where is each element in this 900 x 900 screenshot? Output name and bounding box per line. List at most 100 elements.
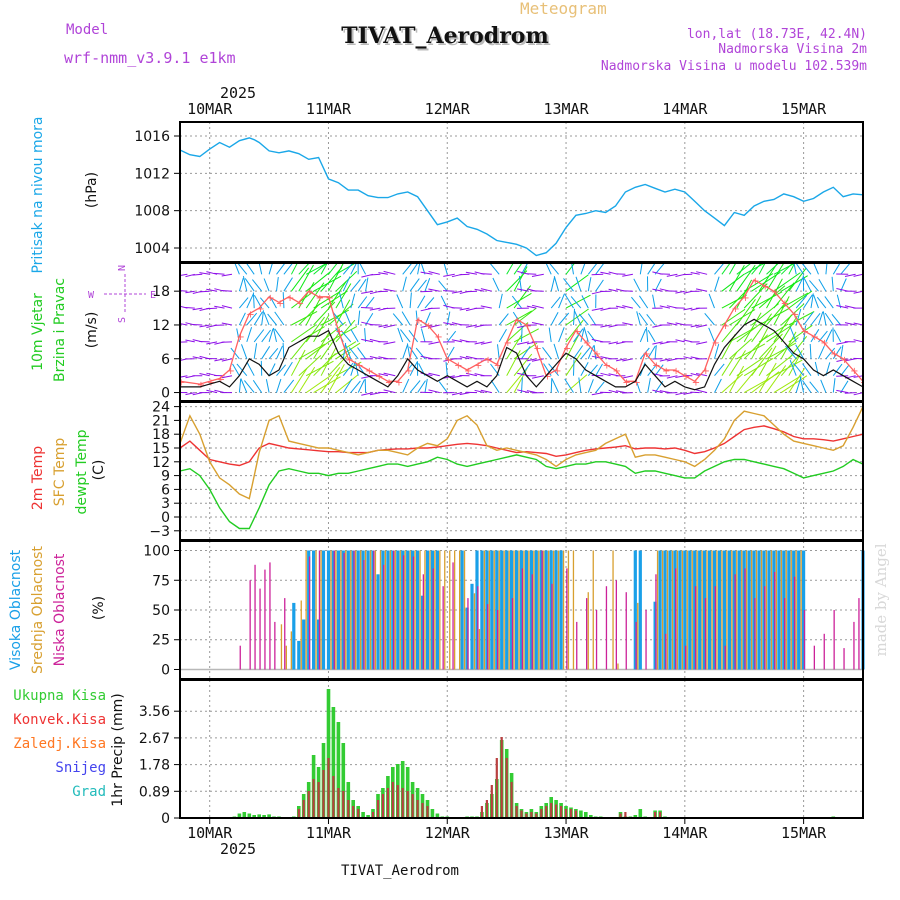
wind-arrow: [758, 263, 766, 275]
wind-arrow: [563, 278, 574, 292]
wind-arrow: [591, 355, 604, 360]
mid-cloud-bar: [399, 550, 401, 670]
wind-gust-marker: +: [177, 377, 185, 388]
wind-arrow: [587, 263, 598, 275]
wind-arrow: [803, 311, 814, 326]
wind-gust-marker: +: [523, 321, 531, 332]
conv-precip-bar: [550, 803, 553, 818]
precip-frame: [179, 679, 864, 819]
wind-arrow: [810, 293, 814, 309]
wind-arrow: [424, 312, 431, 326]
low-cloud-bar: [393, 550, 395, 670]
wind-arrow: [635, 379, 641, 393]
wind-arrow: [350, 380, 361, 393]
high-cloud-bar: [346, 550, 350, 670]
wind-arrow: [335, 299, 351, 326]
conv-precip-bar: [525, 813, 528, 818]
high-cloud-bar: [638, 550, 642, 670]
high-cloud-bar: [712, 550, 717, 670]
wind-arrow: [206, 341, 218, 345]
mid-cloud-bar: [741, 550, 743, 670]
cloud-ytick-label: 75: [152, 573, 170, 589]
precip-axis-label: 1hr Precip (mm): [110, 693, 126, 806]
wind-arrow: [513, 328, 539, 343]
conv-precip-bar: [535, 813, 538, 818]
wind-gust-marker: +: [761, 282, 769, 293]
wind-ytick-label: 18: [152, 284, 170, 300]
wind-arrow: [836, 341, 849, 345]
high-cloud-bar: [420, 595, 425, 670]
wind-arrow: [350, 293, 356, 309]
mid-cloud-bar: [315, 550, 317, 670]
wind-arrow: [683, 392, 693, 395]
wind-arrow: [283, 277, 293, 292]
wind-arrow: [565, 274, 589, 292]
wind-arrow: [840, 380, 849, 393]
wind-arrow: [237, 263, 248, 275]
wind-arrow: [328, 303, 354, 326]
wind-arrow: [654, 278, 662, 292]
low-cloud-bar: [853, 621, 855, 670]
wind-arrow: [512, 311, 522, 326]
wind-arrow: [551, 378, 560, 393]
low-cloud-bar: [432, 568, 434, 670]
wind-arrow: [185, 392, 195, 396]
temperature-ytick-label: 9: [161, 469, 170, 485]
wind-gust-marker: +: [197, 380, 205, 391]
wind-arrow: [506, 263, 514, 275]
high-cloud-bar: [787, 550, 791, 670]
wind-arrow: [571, 263, 574, 275]
conv-precip-bar: [302, 800, 305, 818]
mid-cloud-bar: [751, 550, 753, 670]
low-cloud-bar: [373, 550, 375, 670]
mid-cloud-bar: [548, 550, 550, 670]
wind-arrow: [844, 322, 856, 326]
footer-title: TIVAT_Aerodrom: [341, 863, 459, 879]
wind-arrow: [788, 324, 813, 343]
wind-arrow: [751, 347, 773, 376]
wind-arrow: [809, 381, 819, 393]
wind-gust-marker: +: [415, 315, 423, 326]
meteogram-label: Meteogram: [520, 0, 607, 18]
mid-cloud-bar: [731, 550, 733, 670]
wind-arrow: [595, 363, 603, 376]
wind-arrow: [342, 263, 354, 275]
low-cloud-bar: [675, 568, 677, 670]
model-name: wrf-nmm_v3.9.1 e1km: [64, 49, 236, 67]
wind-gust-marker: +: [603, 360, 611, 371]
wind-gust-marker: +: [345, 355, 353, 366]
bottom-day-label: 14MAR: [662, 824, 708, 842]
conv-precip-bar: [317, 782, 320, 818]
wind-arrow: [714, 343, 720, 359]
wind-arrow: [587, 345, 595, 359]
wind-arrow: [400, 329, 411, 343]
low-cloud-bar: [487, 604, 489, 670]
conv-precip-bar: [327, 758, 330, 818]
high-cloud-bar: [539, 550, 543, 670]
high-cloud-bar: [762, 550, 766, 670]
wind-arrow: [348, 347, 359, 360]
wind-arrow: [531, 375, 544, 379]
wind-arrow: [652, 294, 656, 309]
high-cloud-bar: [549, 550, 553, 670]
wind-arrow: [497, 344, 500, 359]
wind-arrow: [832, 346, 842, 360]
wind-arrow: [342, 378, 353, 393]
wind-gust-marker: +: [573, 327, 581, 338]
wind-arrow: [383, 389, 396, 394]
mid-cloud-bar: [755, 550, 758, 670]
wind-arrow: [424, 278, 431, 292]
mid-cloud-bar: [726, 550, 728, 670]
mid-cloud-bar: [711, 550, 713, 670]
wind-gust-marker: +: [632, 377, 640, 388]
wind-gust-marker: +: [365, 366, 373, 377]
high-cloud-bar: [737, 550, 741, 670]
wind-arrow: [788, 290, 813, 309]
mid-cloud-bar: [572, 550, 575, 670]
mid-cloud-bar: [736, 550, 738, 670]
conv-precip-bar: [352, 806, 355, 818]
wind-arrow: [773, 296, 790, 326]
wind-arrow: [526, 358, 537, 362]
wind-arrow: [751, 263, 762, 275]
wind-arrow: [696, 373, 708, 377]
